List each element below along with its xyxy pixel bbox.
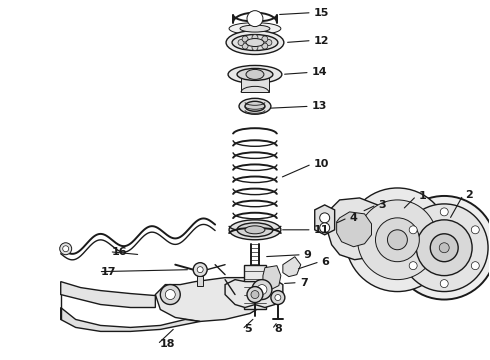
Text: 17: 17	[100, 267, 116, 276]
Text: 13: 13	[312, 101, 327, 111]
Text: 16: 16	[112, 247, 127, 257]
Circle shape	[257, 285, 267, 294]
Text: 15: 15	[314, 8, 329, 18]
Ellipse shape	[246, 39, 264, 46]
Polygon shape	[61, 282, 155, 307]
Polygon shape	[337, 212, 371, 247]
Text: 14: 14	[312, 67, 327, 77]
Circle shape	[416, 220, 472, 276]
Circle shape	[242, 43, 248, 49]
Ellipse shape	[237, 223, 273, 237]
Circle shape	[409, 262, 417, 270]
Ellipse shape	[232, 35, 278, 50]
Text: 7: 7	[300, 278, 308, 288]
Text: 12: 12	[314, 36, 329, 46]
Ellipse shape	[226, 31, 284, 54]
Circle shape	[345, 188, 449, 292]
Circle shape	[358, 200, 437, 280]
Circle shape	[252, 35, 258, 41]
Circle shape	[262, 43, 268, 49]
Text: 10: 10	[314, 159, 329, 169]
Circle shape	[388, 230, 407, 250]
Polygon shape	[283, 257, 301, 276]
Circle shape	[242, 36, 248, 42]
Bar	[241, 75, 269, 92]
Bar	[244, 265, 266, 310]
Bar	[197, 276, 203, 285]
Ellipse shape	[228, 66, 282, 84]
Circle shape	[471, 226, 479, 234]
Ellipse shape	[245, 226, 265, 234]
Circle shape	[375, 218, 419, 262]
Text: 1: 1	[418, 191, 426, 201]
Circle shape	[247, 11, 263, 27]
Polygon shape	[315, 205, 335, 235]
Circle shape	[430, 234, 458, 262]
Ellipse shape	[229, 220, 281, 240]
Text: 9: 9	[304, 250, 312, 260]
Ellipse shape	[240, 25, 270, 32]
Circle shape	[197, 267, 203, 273]
Polygon shape	[155, 278, 275, 321]
Text: 3: 3	[378, 200, 386, 210]
Polygon shape	[328, 198, 385, 260]
Text: 8: 8	[274, 324, 282, 334]
Circle shape	[275, 294, 281, 301]
Text: 18: 18	[159, 339, 175, 349]
Polygon shape	[263, 266, 281, 289]
Text: 6: 6	[322, 257, 330, 267]
Circle shape	[440, 280, 448, 288]
Ellipse shape	[245, 101, 265, 111]
Circle shape	[471, 262, 479, 270]
Circle shape	[160, 285, 180, 305]
Circle shape	[238, 40, 244, 45]
Circle shape	[262, 36, 268, 42]
Polygon shape	[225, 280, 283, 307]
Circle shape	[266, 40, 272, 45]
Text: 11: 11	[314, 225, 329, 235]
Text: 5: 5	[244, 324, 252, 334]
Circle shape	[439, 243, 449, 253]
Ellipse shape	[246, 69, 264, 80]
Circle shape	[440, 208, 448, 216]
Text: 2: 2	[465, 190, 473, 200]
Circle shape	[271, 291, 285, 305]
Circle shape	[252, 280, 272, 300]
Circle shape	[247, 287, 263, 302]
Ellipse shape	[229, 23, 281, 35]
Circle shape	[392, 196, 490, 300]
Circle shape	[251, 291, 259, 298]
Text: 4: 4	[349, 213, 358, 223]
Circle shape	[252, 45, 258, 50]
Circle shape	[409, 226, 417, 234]
Circle shape	[319, 213, 330, 223]
Ellipse shape	[239, 98, 271, 114]
Circle shape	[319, 223, 330, 233]
Circle shape	[63, 246, 69, 252]
Circle shape	[193, 263, 207, 276]
Ellipse shape	[237, 68, 273, 80]
Circle shape	[400, 204, 488, 292]
Polygon shape	[61, 307, 200, 332]
Circle shape	[165, 289, 175, 300]
Circle shape	[60, 243, 72, 255]
